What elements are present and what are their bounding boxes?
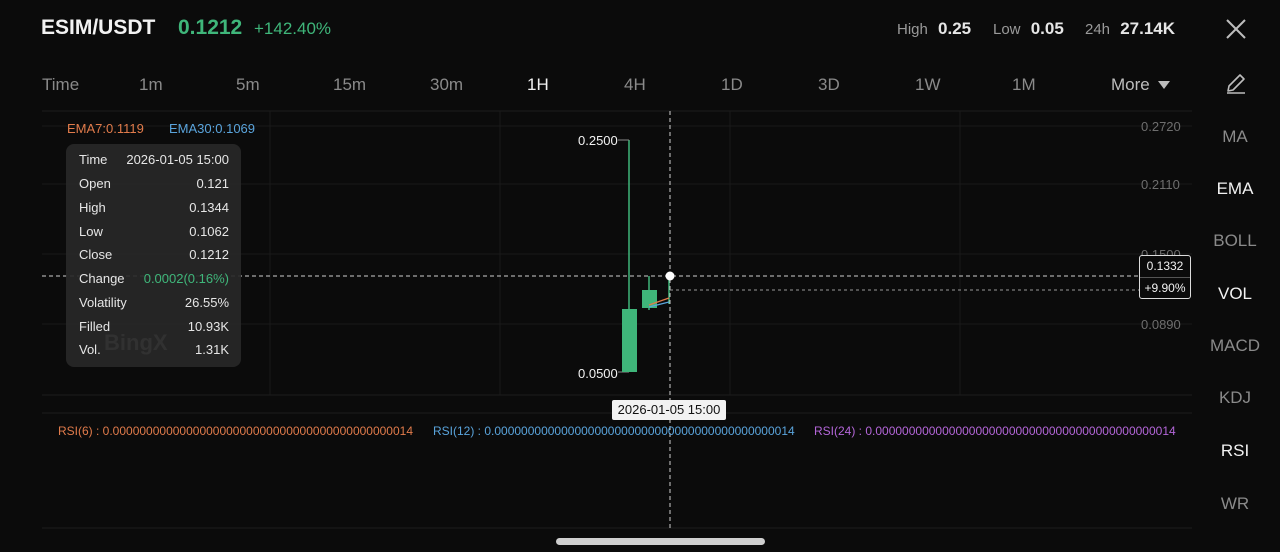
price-change-percent: +142.40% <box>254 19 332 38</box>
tab-1w[interactable]: 1W <box>915 75 941 94</box>
indicator-vol[interactable]: VOL <box>1217 284 1253 303</box>
low-value: 0.05 <box>1030 19 1064 38</box>
tooltip-row-volatility: Volatility 26.55% <box>79 295 229 317</box>
high-label: High <box>897 21 928 38</box>
tab-1mo[interactable]: 1M <box>1012 75 1036 94</box>
crosshair-percent: +9.90% <box>1140 277 1190 298</box>
high-stat: High 0.25 <box>897 19 971 39</box>
volume-stat: 24h 27.14K <box>1085 19 1175 39</box>
indicator-kdj[interactable]: KDJ <box>1218 388 1252 407</box>
tooltip-key: Change <box>79 271 125 286</box>
tooltip-row-filled: Filled 10.93K <box>79 319 229 341</box>
ema7-line <box>648 297 670 306</box>
tooltip-value: 0.1062 <box>189 224 229 239</box>
tab-30m[interactable]: 30m <box>430 75 464 94</box>
tab-4h[interactable]: 4H <box>624 75 646 94</box>
y-axis-label: 0.2110 <box>1141 177 1180 192</box>
crosshair-dot <box>665 271 675 281</box>
candle-body <box>622 309 637 372</box>
watermark-logo: BingX <box>104 330 168 355</box>
home-indicator[interactable] <box>556 538 765 545</box>
ema30-legend: EMA30:0.1069 <box>169 121 256 136</box>
high-marker: 0.2500 <box>578 133 618 148</box>
tooltip-value: 0.1344 <box>189 200 229 215</box>
tooltip-row-volume: Vol. 1.31K <box>79 342 229 364</box>
tooltip-row-open: Open 0.121 <box>79 176 229 198</box>
tooltip-value: 0.0002(0.16%) <box>143 271 229 286</box>
crosshair-price: 0.1332 <box>1146 259 1184 273</box>
tab-3d[interactable]: 3D <box>818 75 840 94</box>
indicator-ma[interactable]: MA <box>1222 127 1248 146</box>
tab-1m[interactable]: 1m <box>139 75 163 94</box>
rsi24-legend: RSI(24) : 0.0000000000000000000000000000… <box>814 424 1176 438</box>
crosshair-price-tag: 0.1332 +9.90% <box>1139 255 1191 299</box>
header: ESIM/USDT 0.1212 +142.40% High 0.25 Low … <box>0 0 1280 60</box>
low-marker: 0.0500 <box>578 366 618 381</box>
low-stat: Low 0.05 <box>993 19 1064 39</box>
ema30-line <box>648 301 670 308</box>
y-axis-label: 0.2720 <box>1141 119 1181 134</box>
indicator-boll[interactable]: BOLL <box>1213 231 1257 250</box>
y-axis-label: 0.0890 <box>1141 317 1181 332</box>
high-value: 0.25 <box>938 19 972 38</box>
tooltip-value: 26.55% <box>184 295 229 310</box>
more-dropdown[interactable]: More <box>1111 75 1171 95</box>
tooltip-row-time: Time 2026-01-05 15:00 <box>79 152 229 174</box>
volume-value: 27.14K <box>1120 19 1176 38</box>
candle-info-tooltip: Time 2026-01-05 15:00 Open 0.121 High 0.… <box>66 144 241 367</box>
indicator-macd[interactable]: MACD <box>1209 336 1261 355</box>
timeframe-bar: Time 1m 5m 15m 30m 1H 4H 1D 3D 1W 1M Mor… <box>0 70 1200 100</box>
indicator-rsi[interactable]: RSI <box>1220 441 1250 460</box>
tooltip-value: 0.1212 <box>189 247 229 262</box>
tooltip-key: Filled <box>79 319 111 334</box>
rsi12-legend: RSI(12) : 0.0000000000000000000000000000… <box>433 424 795 438</box>
tooltip-value: 2026-01-05 15:00 <box>126 152 229 167</box>
tooltip-row-close: Close 0.1212 <box>79 247 229 269</box>
indicator-wr[interactable]: WR <box>1220 494 1250 513</box>
tooltip-key: Low <box>79 224 103 239</box>
trading-pair[interactable]: ESIM/USDT <box>41 16 156 39</box>
tab-1h[interactable]: 1H <box>527 75 549 94</box>
tooltip-row-low: Low 0.1062 <box>79 224 229 246</box>
more-label: More <box>1111 75 1150 94</box>
indicator-ema[interactable]: EMA <box>1216 179 1254 198</box>
tab-15m[interactable]: 15m <box>333 75 367 94</box>
crosshair-date-tag: 2026-01-05 15:00 <box>612 400 726 420</box>
close-icon[interactable] <box>1224 17 1248 41</box>
tooltip-key: High <box>79 200 106 215</box>
tab-1d[interactable]: 1D <box>721 75 743 94</box>
tooltip-value: 1.31K <box>195 342 229 357</box>
tooltip-key: Vol. <box>79 342 101 357</box>
tab-time[interactable]: Time <box>42 75 80 94</box>
tooltip-key: Open <box>79 176 111 191</box>
tooltip-value: 10.93K <box>187 319 229 334</box>
pencil-icon[interactable] <box>1225 72 1247 94</box>
ema7-legend: EMA7:0.1119 <box>67 121 144 136</box>
rsi6-legend: RSI(6) : 0.00000000000000000000000000000… <box>58 424 414 438</box>
tooltip-key: Volatility <box>79 295 127 310</box>
last-price: 0.1212 <box>178 16 243 39</box>
tooltip-key: Time <box>79 152 108 167</box>
volume-label: 24h <box>1085 21 1111 38</box>
tooltip-row-high: High 0.1344 <box>79 200 229 222</box>
tooltip-value: 0.121 <box>196 176 229 191</box>
tab-5m[interactable]: 5m <box>236 75 260 94</box>
low-label: Low <box>993 21 1021 38</box>
tooltip-key: Close <box>79 247 113 262</box>
caret-down-icon <box>1158 81 1171 89</box>
tooltip-row-change: Change 0.0002(0.16%) <box>79 271 229 293</box>
